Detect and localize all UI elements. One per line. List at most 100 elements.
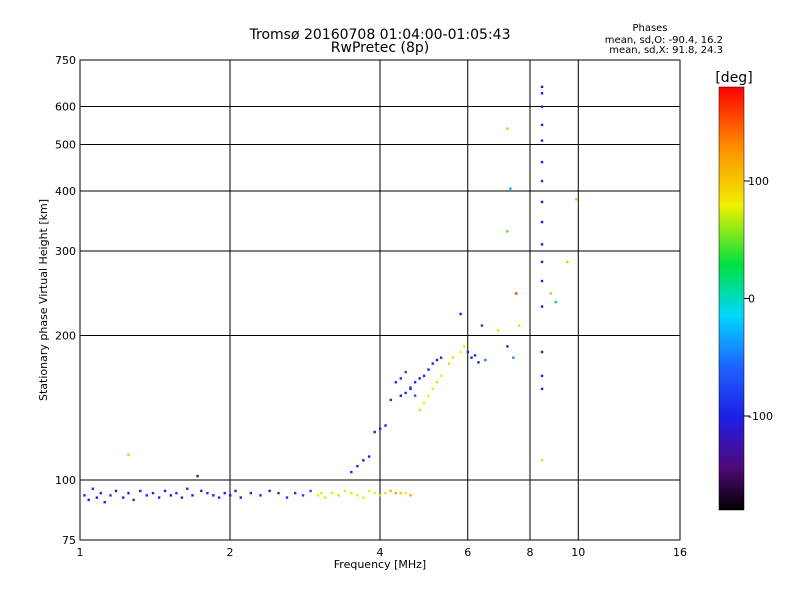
- data-point: [196, 474, 199, 478]
- data-point: [229, 494, 232, 497]
- data-point: [404, 370, 407, 374]
- data-point: [373, 430, 376, 434]
- phase-stats-x: mean, sd,X: 91.8, 24.3: [609, 45, 723, 56]
- data-point: [404, 391, 407, 395]
- data-point: [540, 220, 544, 224]
- data-point: [439, 356, 443, 359]
- data-point: [122, 496, 125, 499]
- data-point: [200, 489, 203, 493]
- data-point: [413, 381, 417, 384]
- x-tick-label: 6: [464, 546, 471, 559]
- data-point: [145, 494, 148, 497]
- data-point: [540, 160, 544, 164]
- data-point: [83, 494, 86, 497]
- data-point: [337, 494, 340, 497]
- data-point: [473, 354, 477, 357]
- data-point: [540, 123, 544, 127]
- data-point: [422, 401, 426, 404]
- data-point: [259, 494, 262, 497]
- data-point: [540, 200, 544, 204]
- data-point: [459, 350, 462, 354]
- colorbar-tick-label: -100: [748, 410, 773, 423]
- data-points: [83, 85, 578, 504]
- data-point: [540, 387, 544, 391]
- data-point: [540, 260, 544, 264]
- colorbar-ticks: 100 0 -100: [744, 175, 773, 423]
- data-point: [186, 487, 189, 490]
- x-tick-label: 8: [527, 546, 534, 559]
- data-point: [540, 105, 544, 108]
- data-point: [217, 496, 221, 499]
- data-point: [343, 489, 347, 493]
- data-point: [389, 398, 392, 402]
- data-point: [540, 243, 544, 246]
- data-point: [330, 491, 334, 495]
- data-point: [268, 489, 271, 493]
- data-point: [277, 491, 280, 495]
- data-point: [470, 356, 473, 359]
- y-tick-label: 300: [55, 245, 76, 258]
- y-tick-label: 750: [55, 54, 76, 67]
- data-point: [540, 92, 544, 95]
- data-point: [127, 453, 130, 456]
- data-point: [139, 489, 142, 493]
- data-point: [362, 496, 365, 499]
- data-point: [439, 374, 443, 378]
- data-point: [575, 198, 578, 201]
- data-point: [399, 394, 403, 397]
- data-point: [466, 350, 470, 354]
- data-point: [515, 292, 518, 295]
- data-point: [114, 489, 118, 493]
- data-point: [373, 491, 376, 495]
- y-tick-label: 200: [55, 330, 76, 343]
- data-point: [316, 494, 320, 497]
- data-point: [163, 489, 167, 493]
- data-point: [99, 491, 103, 495]
- y-axis-label: Stationary phase Virtual Height [km]: [37, 199, 50, 401]
- data-point: [459, 312, 462, 316]
- data-point: [422, 374, 426, 378]
- data-point: [394, 491, 398, 495]
- x-axis-label: Frequency [MHz]: [334, 558, 426, 571]
- chart-subtitle: RwPretec (8p): [331, 40, 429, 56]
- data-point: [169, 494, 173, 497]
- data-point: [180, 496, 184, 499]
- data-point: [540, 374, 544, 378]
- data-point: [379, 427, 382, 430]
- data-point: [409, 386, 412, 389]
- data-point: [540, 350, 544, 354]
- data-point: [409, 494, 412, 497]
- data-point: [418, 408, 421, 412]
- data-point: [127, 491, 130, 495]
- data-point: [320, 491, 323, 495]
- data-point: [356, 464, 359, 468]
- data-point: [554, 300, 557, 304]
- data-point: [301, 494, 305, 497]
- data-point: [293, 491, 297, 495]
- data-point: [409, 387, 412, 391]
- data-point: [540, 459, 544, 462]
- data-point: [540, 179, 544, 183]
- data-point: [431, 387, 434, 391]
- data-point: [223, 491, 226, 495]
- x-tick-label: 1: [77, 546, 84, 559]
- data-point: [249, 491, 253, 495]
- data-point: [394, 381, 398, 384]
- data-point: [540, 139, 544, 142]
- data-point: [151, 491, 155, 495]
- y-tick-label: 600: [55, 101, 76, 114]
- data-point: [435, 381, 439, 384]
- data-point: [103, 500, 106, 504]
- data-point: [566, 260, 569, 264]
- data-point: [431, 362, 434, 365]
- data-point: [509, 187, 512, 190]
- data-point: [379, 494, 382, 497]
- data-point: [540, 279, 544, 283]
- data-point: [463, 345, 466, 348]
- y-tick-label: 100: [55, 474, 76, 487]
- x-tick-label: 10: [571, 546, 585, 559]
- phase-stats-heading: Phases: [632, 23, 667, 34]
- data-point: [540, 305, 544, 308]
- x-tick-label: 2: [227, 546, 234, 559]
- data-point: [517, 324, 521, 327]
